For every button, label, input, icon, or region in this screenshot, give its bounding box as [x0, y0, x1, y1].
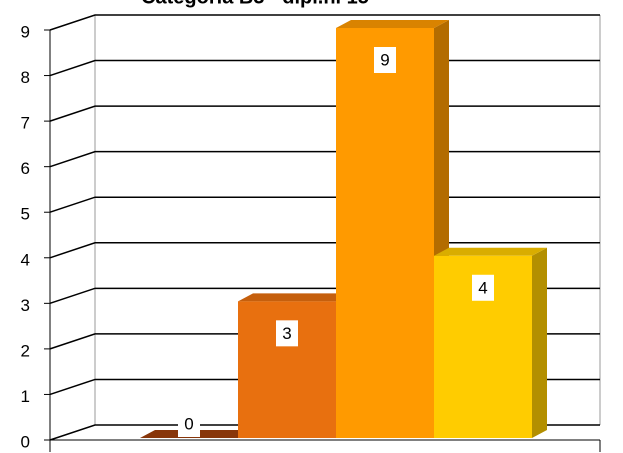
grid-line — [49, 14, 600, 31]
y-tick-label: 1 — [21, 387, 30, 406]
grid-line — [49, 196, 600, 213]
value-label-box — [276, 320, 298, 347]
grid-line — [49, 59, 600, 77]
x-tick-label: N. Diplomi rilasciati — [266, 451, 394, 453]
value-label: 9 — [380, 50, 389, 69]
grid-line — [49, 150, 600, 168]
y-tick-label: 2 — [21, 341, 30, 360]
bar-top — [336, 20, 449, 28]
grid-line — [49, 105, 600, 122]
bar — [336, 28, 434, 438]
bar-top — [238, 293, 351, 302]
value-label: 4 — [478, 278, 487, 297]
value-label-box — [178, 411, 200, 437]
value-label-box — [374, 47, 396, 73]
y-tick-label: 4 — [21, 250, 30, 269]
value-label-box — [472, 274, 494, 301]
value-label: 3 — [282, 324, 291, 343]
y-tick-label: 0 — [21, 432, 30, 451]
bar-top — [434, 247, 547, 256]
y-tick-label: 5 — [21, 205, 30, 224]
y-tick-label: 7 — [21, 114, 30, 133]
chart-title: Categoria B3 - dipl.ni 15 — [141, 0, 369, 8]
y-tick-label: 8 — [21, 68, 30, 87]
y-tick-label: 9 — [21, 22, 30, 41]
y-tick-label: 3 — [21, 296, 30, 315]
value-label: 0 — [184, 414, 193, 433]
y-tick-label: 6 — [21, 159, 30, 178]
bar-side — [532, 247, 547, 438]
